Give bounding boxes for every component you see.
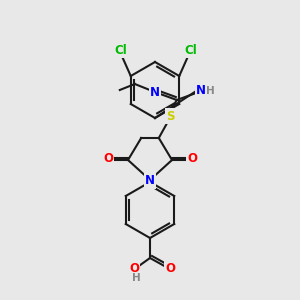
Text: Cl: Cl bbox=[185, 44, 198, 56]
Text: O: O bbox=[187, 152, 197, 166]
Text: H: H bbox=[206, 86, 215, 96]
Text: H: H bbox=[132, 273, 140, 283]
Text: S: S bbox=[167, 110, 175, 122]
Text: O: O bbox=[165, 262, 175, 275]
Text: Cl: Cl bbox=[114, 44, 127, 56]
Text: N: N bbox=[150, 85, 160, 98]
Text: O: O bbox=[103, 152, 113, 166]
Text: O: O bbox=[129, 262, 139, 275]
Text: N: N bbox=[196, 85, 206, 98]
Text: N: N bbox=[145, 175, 155, 188]
